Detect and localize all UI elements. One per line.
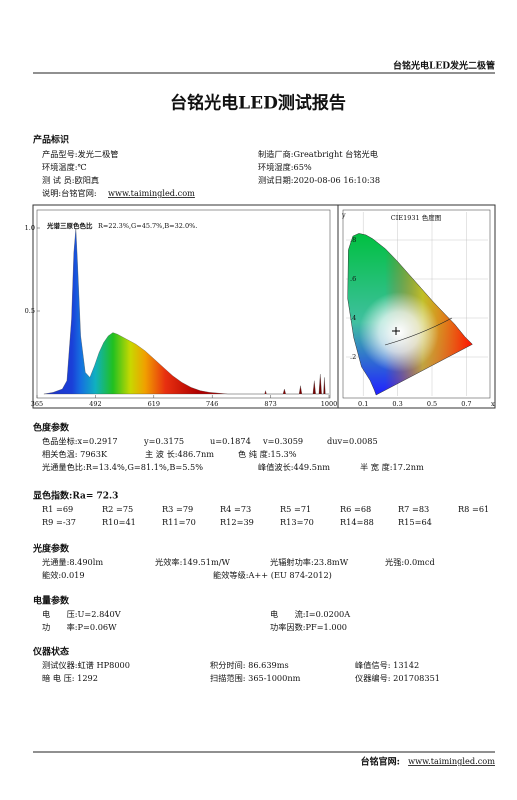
field: R13=70	[280, 517, 314, 527]
y-tick-label: .6	[350, 275, 356, 283]
field: R2 =75	[102, 504, 133, 514]
field: 光通量:8.490lm	[42, 557, 103, 567]
field: duv=0.0085	[327, 436, 378, 446]
field: R12=39	[220, 517, 254, 527]
field: 暗 电 压: 1292	[42, 673, 98, 683]
field: 色品坐标:x=0.2917	[42, 436, 118, 446]
x-tick-label: 0.1	[358, 400, 368, 408]
x-tick-label: 0.3	[392, 400, 402, 408]
field: 光效率:149.51m/W	[155, 557, 230, 567]
field: 测试日期:2020-08-06 16:10:38	[258, 175, 380, 185]
field: 仪器编号: 201708351	[355, 673, 440, 683]
field: 扫描范围: 365-1000nm	[210, 673, 301, 683]
y-tick-label: .4	[350, 314, 356, 322]
field: 环境湿度:65%	[258, 162, 312, 172]
field: R11=70	[162, 517, 196, 527]
field: 电 流:I=0.0200A	[270, 609, 350, 619]
field: 测 试 员:欧阳真	[42, 175, 99, 185]
field: R14=88	[340, 517, 374, 527]
website-link: www.taimingled.com	[108, 188, 195, 198]
field: 电 压:U=2.840V	[42, 609, 122, 619]
field: 峰值波长:449.5nm	[258, 462, 330, 472]
spectrum-area	[43, 227, 329, 395]
section-heading: 电量参数	[33, 595, 70, 607]
x-tick-label: 492	[89, 400, 101, 408]
field: v=0.3059	[262, 436, 303, 446]
y-axis-label: y	[341, 211, 346, 219]
field: 环境温度:℃	[42, 162, 87, 172]
field: R5 =71	[280, 504, 311, 514]
field: R10=41	[102, 517, 136, 527]
field: 功 率:P=0.06W	[42, 622, 117, 632]
y-tick-label: .8	[350, 236, 356, 244]
cie-locus	[347, 233, 473, 396]
y-tick-label: 0.5	[25, 307, 35, 315]
brand: 台铭光电LED发光二极管	[393, 60, 495, 72]
y-tick-label: .2	[350, 353, 356, 361]
x-tick-label: 0.7	[461, 400, 471, 408]
x-tick-label: 0.5	[427, 400, 437, 408]
field: 半 宽 度:17.2nm	[360, 462, 424, 472]
field: 峰值信号: 13142	[355, 660, 419, 670]
x-tick-label: 619	[148, 400, 160, 408]
section-heading: 色度参数	[33, 422, 70, 434]
chart-title: 光谱三原色色比	[46, 221, 93, 230]
x-tick-label: 873	[264, 400, 276, 408]
x-tick-label: 746	[206, 400, 218, 408]
field: R6 =68	[340, 504, 371, 514]
x-axis-label: x	[491, 400, 495, 408]
field: R8 =61	[458, 504, 489, 514]
field: 光辐射功率:23.8mW	[270, 557, 349, 567]
section-heading: 产品标识	[33, 134, 69, 146]
section-heading: 光度参数	[32, 543, 70, 555]
field: 主 波 长:486.7nm	[145, 449, 214, 459]
footer-label: 台铭官网:	[361, 756, 400, 768]
field: 能效等级:A++ (EU 874-2012)	[213, 570, 332, 580]
field: 光强:0.0mcd	[385, 557, 435, 567]
chart-frame	[32, 204, 496, 409]
field: 相关色温: 7963K	[42, 449, 108, 459]
field: R15=64	[398, 517, 432, 527]
field: 积分时间: 86.639ms	[210, 660, 289, 670]
field: 色 纯 度:15.3%	[238, 449, 297, 459]
x-tick-label: 365	[31, 400, 43, 408]
field: 功率因数:PF=1.000	[270, 622, 347, 632]
field: y=0.3175	[143, 436, 184, 446]
field: 能效:0.019	[42, 570, 85, 580]
field: 光通量色比:R=13.4%,G=81.1%,B=5.5%	[42, 462, 203, 472]
section-heading: 仪器状态	[32, 646, 69, 658]
field: R1 =69	[42, 504, 73, 514]
y-tick-label: 1.0	[25, 224, 35, 232]
field: 测试仪器:虹谱 HP8000	[42, 660, 130, 670]
chart-subtitle: R=22.3%,G=45.7%,B=32.0%.	[98, 222, 197, 230]
cie-plot-frame	[342, 209, 491, 399]
field-label: 说明:台铭官网:	[42, 188, 97, 198]
field: R7 =83	[398, 504, 429, 514]
field: R3 =79	[162, 504, 193, 514]
website-link: www.taimingled.com	[408, 756, 495, 766]
chart-title: CIE1931 色度图	[391, 213, 441, 222]
section-heading: 显色指数:Ra= 72.3	[33, 490, 118, 502]
field: 产品型号:发光二极管	[42, 149, 118, 159]
field: R9 =-37	[42, 517, 76, 527]
field: R4 =73	[220, 504, 251, 514]
report-title: 台铭光电LED测试报告	[170, 93, 346, 114]
x-tick-label: 1000	[321, 400, 338, 408]
spectrum-plot-frame	[36, 209, 331, 399]
field: 制造厂商:Greatbright 台铭光电	[258, 149, 378, 159]
field: u=0.1874	[210, 436, 251, 446]
